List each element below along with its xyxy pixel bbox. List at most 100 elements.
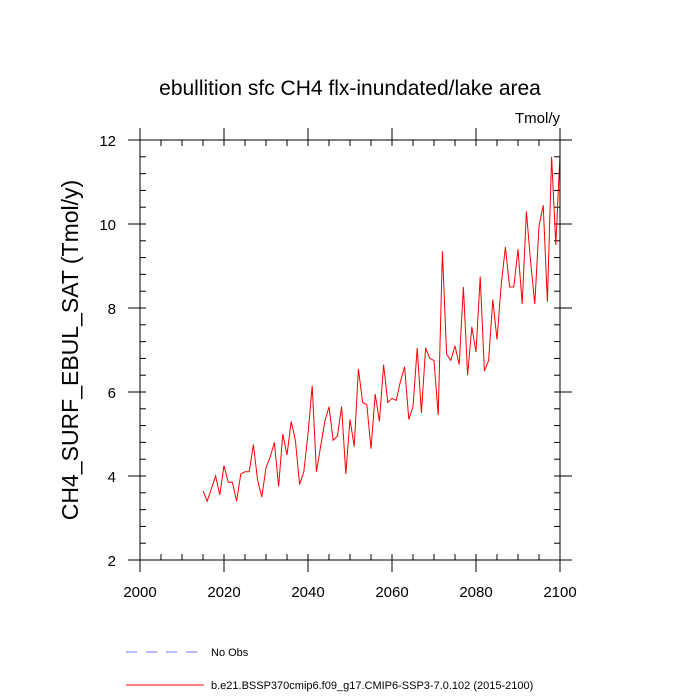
data-point xyxy=(487,359,490,362)
chart-title: ebullition sfc CH4 flx-inundated/lake ar… xyxy=(159,77,541,100)
data-point xyxy=(458,363,461,366)
data-point xyxy=(479,275,482,278)
data-point xyxy=(382,363,385,366)
data-point xyxy=(210,487,213,490)
legend-label-0: No Obs xyxy=(211,647,249,659)
data-point xyxy=(348,418,351,421)
data-point xyxy=(521,302,524,305)
plot-frame xyxy=(139,139,561,561)
data-point xyxy=(315,470,318,473)
y-tick-label: 8 xyxy=(108,301,116,318)
data-point xyxy=(495,338,498,341)
data-point xyxy=(470,325,473,328)
data-point xyxy=(277,485,280,488)
data-point xyxy=(340,405,343,408)
data-point xyxy=(386,401,389,404)
data-point xyxy=(491,298,494,301)
data-point xyxy=(281,432,284,435)
y-tick-label: 4 xyxy=(108,469,116,486)
data-point xyxy=(512,285,515,288)
data-point xyxy=(323,420,326,423)
data-point xyxy=(361,401,364,404)
data-point xyxy=(273,441,276,444)
data-point xyxy=(243,470,246,473)
data-point xyxy=(428,357,431,360)
data-point xyxy=(306,432,309,435)
data-point xyxy=(466,374,469,377)
data-point xyxy=(218,493,221,496)
data-point xyxy=(285,453,288,456)
data-point xyxy=(403,365,406,368)
data-point xyxy=(239,472,242,475)
data-point xyxy=(302,470,305,473)
data-point xyxy=(252,443,255,446)
data-point xyxy=(327,405,330,408)
data-point xyxy=(365,403,368,406)
series-line-0 xyxy=(202,154,561,503)
data-point xyxy=(231,481,234,484)
data-point xyxy=(516,248,519,251)
data-point xyxy=(474,351,477,354)
y-tick-label: 6 xyxy=(108,385,116,402)
data-point xyxy=(550,155,553,158)
data-point xyxy=(437,414,440,417)
data-point xyxy=(432,359,435,362)
legend: No Obs b.e21.BSSP370cmip6.f09_g17.CMIP6-S… xyxy=(126,647,533,692)
data-point xyxy=(411,405,414,408)
minor-ticks xyxy=(139,139,561,561)
data-point xyxy=(453,344,456,347)
data-point xyxy=(235,500,238,503)
data-point xyxy=(483,369,486,372)
data-point xyxy=(264,466,267,469)
data-point xyxy=(214,474,217,477)
data-point xyxy=(416,346,419,349)
major-ticks xyxy=(128,128,572,572)
data-point xyxy=(256,479,259,482)
y-tick-label: 12 xyxy=(99,133,116,150)
data-point xyxy=(407,418,410,421)
x-tick-label: 2060 xyxy=(375,584,408,601)
data-point xyxy=(374,393,377,396)
data-point xyxy=(525,210,528,213)
x-tick-label: 2000 xyxy=(123,584,156,601)
y-tick-label: 2 xyxy=(108,553,116,570)
data-point xyxy=(332,439,335,442)
data-point xyxy=(378,420,381,423)
data-point xyxy=(554,243,557,246)
x-tick-label: 2020 xyxy=(207,584,240,601)
data-point xyxy=(260,495,263,498)
data-point xyxy=(298,483,301,486)
data-point xyxy=(462,285,465,288)
data-point xyxy=(542,204,545,207)
y-tick-label: 10 xyxy=(99,217,116,234)
data-point xyxy=(248,470,251,473)
y-axis-label: CH4_SURF_EBUL_SAT (Tmol/y) xyxy=(57,180,83,520)
series-group xyxy=(202,154,561,503)
data-point xyxy=(546,300,549,303)
data-point xyxy=(344,472,347,475)
data-point xyxy=(311,384,314,387)
data-point xyxy=(336,435,339,438)
data-point xyxy=(399,380,402,383)
data-point xyxy=(290,420,293,423)
data-point xyxy=(533,302,536,305)
data-point xyxy=(424,346,427,349)
data-point xyxy=(420,411,423,414)
units-label: Tmol/y xyxy=(515,110,561,127)
data-point xyxy=(441,250,444,253)
x-tick-label: 2040 xyxy=(291,584,324,601)
data-point xyxy=(369,447,372,450)
data-point xyxy=(319,445,322,448)
data-point xyxy=(206,500,209,503)
data-point xyxy=(449,359,452,362)
data-point xyxy=(504,246,507,249)
x-tick-label: 2080 xyxy=(459,584,492,601)
data-point xyxy=(529,260,532,263)
tick-labels: 2000 2020 2040 2060 2080 2100 2 4 6 8 10 12 xyxy=(99,133,576,601)
data-point xyxy=(395,399,398,402)
x-tick-label: 2100 xyxy=(543,584,576,601)
data-point xyxy=(390,397,393,400)
data-point xyxy=(227,481,230,484)
data-point xyxy=(222,464,225,467)
